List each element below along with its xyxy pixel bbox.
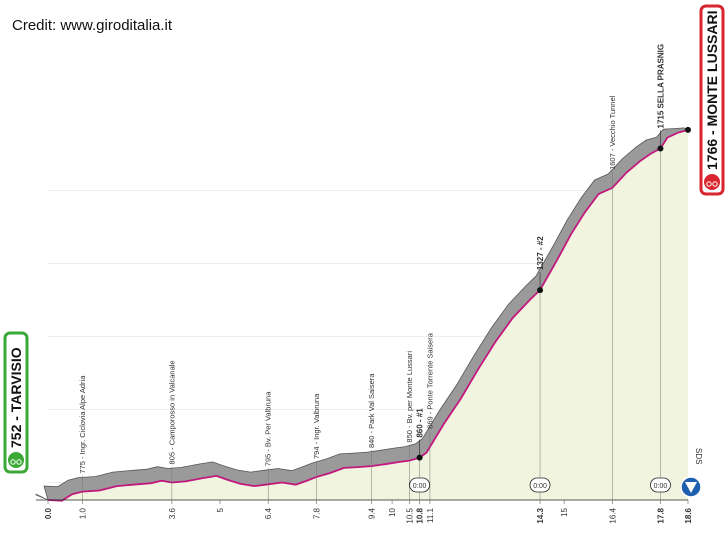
x-tick-label: 9.4 [367,507,376,519]
timing-points: 0:00 0:00 0:00 [409,126,691,493]
finish-arrival-triangle [685,482,697,493]
bold-annotation-label: 1327 - #2 [536,236,545,270]
x-tick-label: 10 [388,507,397,516]
profile-side-face [35,493,49,501]
x-axis: 0.0 1.0 3.6 5 6.4 7.8 9.4 10 10.5 10.8 11.1 14.3 15 1… [44,500,693,524]
annotation-lines [82,148,661,500]
x-tick-label: 15 [560,507,569,516]
x-tick-label: 3.6 [168,507,177,519]
x-tick-label: 18.6 [684,507,693,523]
x-tick-label: 17.8 [656,507,665,523]
finish-badge-wheel-icon [712,181,718,187]
credit-text: Credit: www.giroditalia.it [12,17,173,34]
x-tick-label: 16.4 [608,507,617,523]
x-tick-label: 11.1 [426,507,435,523]
finish-badge-wheel-icon [706,181,712,187]
annotation-label: 795 - Bv. Per Valbruna [264,391,273,467]
timing-dot [416,454,423,461]
annotation-label: 794 - Ingr. Valbruna [312,393,321,459]
x-tick-label: 0.0 [44,507,53,519]
timing-label: 0:00 [533,483,547,490]
annotation-label: 805 - Camporosso in Valcanale [167,360,176,464]
start-badge-label: 752 - TARVISIO [8,347,24,448]
annotation-label: 1607 - Vecchio Tunnel [608,95,617,170]
start-finish-badges: SDS 752 - TARVISIO 1766 - MONTE LUSSARI [3,4,725,498]
sds-label: SDS [694,448,703,464]
timing-badge [650,477,671,493]
annotation-label: 869 - Ponte Torrente Saisera [425,332,434,429]
annotation-label: 840 - Park Val Saisera [367,373,376,448]
x-tick-label: 7.8 [312,507,321,519]
x-tick-label: 14.3 [536,507,545,523]
profile-fill [48,129,688,501]
start-badge-frame [3,331,29,474]
finish-dot [685,126,691,133]
x-tick-label: 5 [216,507,225,512]
bold-annotation-label: 1715 SELLA PRASNIG [656,44,665,129]
annotation-label: 775 - Ingr. Ciclovia Alpe Adria [78,375,87,474]
timing-label: 0:00 [654,483,668,490]
x-tick-label: 10.8 [416,507,425,523]
timing-dot [657,145,664,152]
annotation-labels: 775 - Ingr. Ciclovia Alpe Adria 805 - Cam… [78,44,665,490]
profile-area [35,127,690,502]
x-tick-label: 6.4 [264,507,273,519]
start-badge-wheel-icon [10,459,16,465]
annotation-label: 850 - Bv. per Monte Lussari [405,351,414,443]
finish-badge-frame [699,4,725,196]
bold-annotation-label: 860 - #1 [416,408,425,438]
timing-badge [409,477,431,493]
timing-dot [537,287,544,294]
finish-badge-bike-icon [704,174,720,190]
timing-label: 0:00 [413,483,427,490]
x-tick-label: 1.0 [78,507,87,519]
start-badge-bike-icon [8,452,24,468]
timing-badge [529,477,551,493]
finish-badge-label: 1766 - MONTE LUSSARI [704,11,720,170]
start-badge-wheel-icon [16,459,22,465]
x-tick-label: 10.5 [405,507,414,523]
